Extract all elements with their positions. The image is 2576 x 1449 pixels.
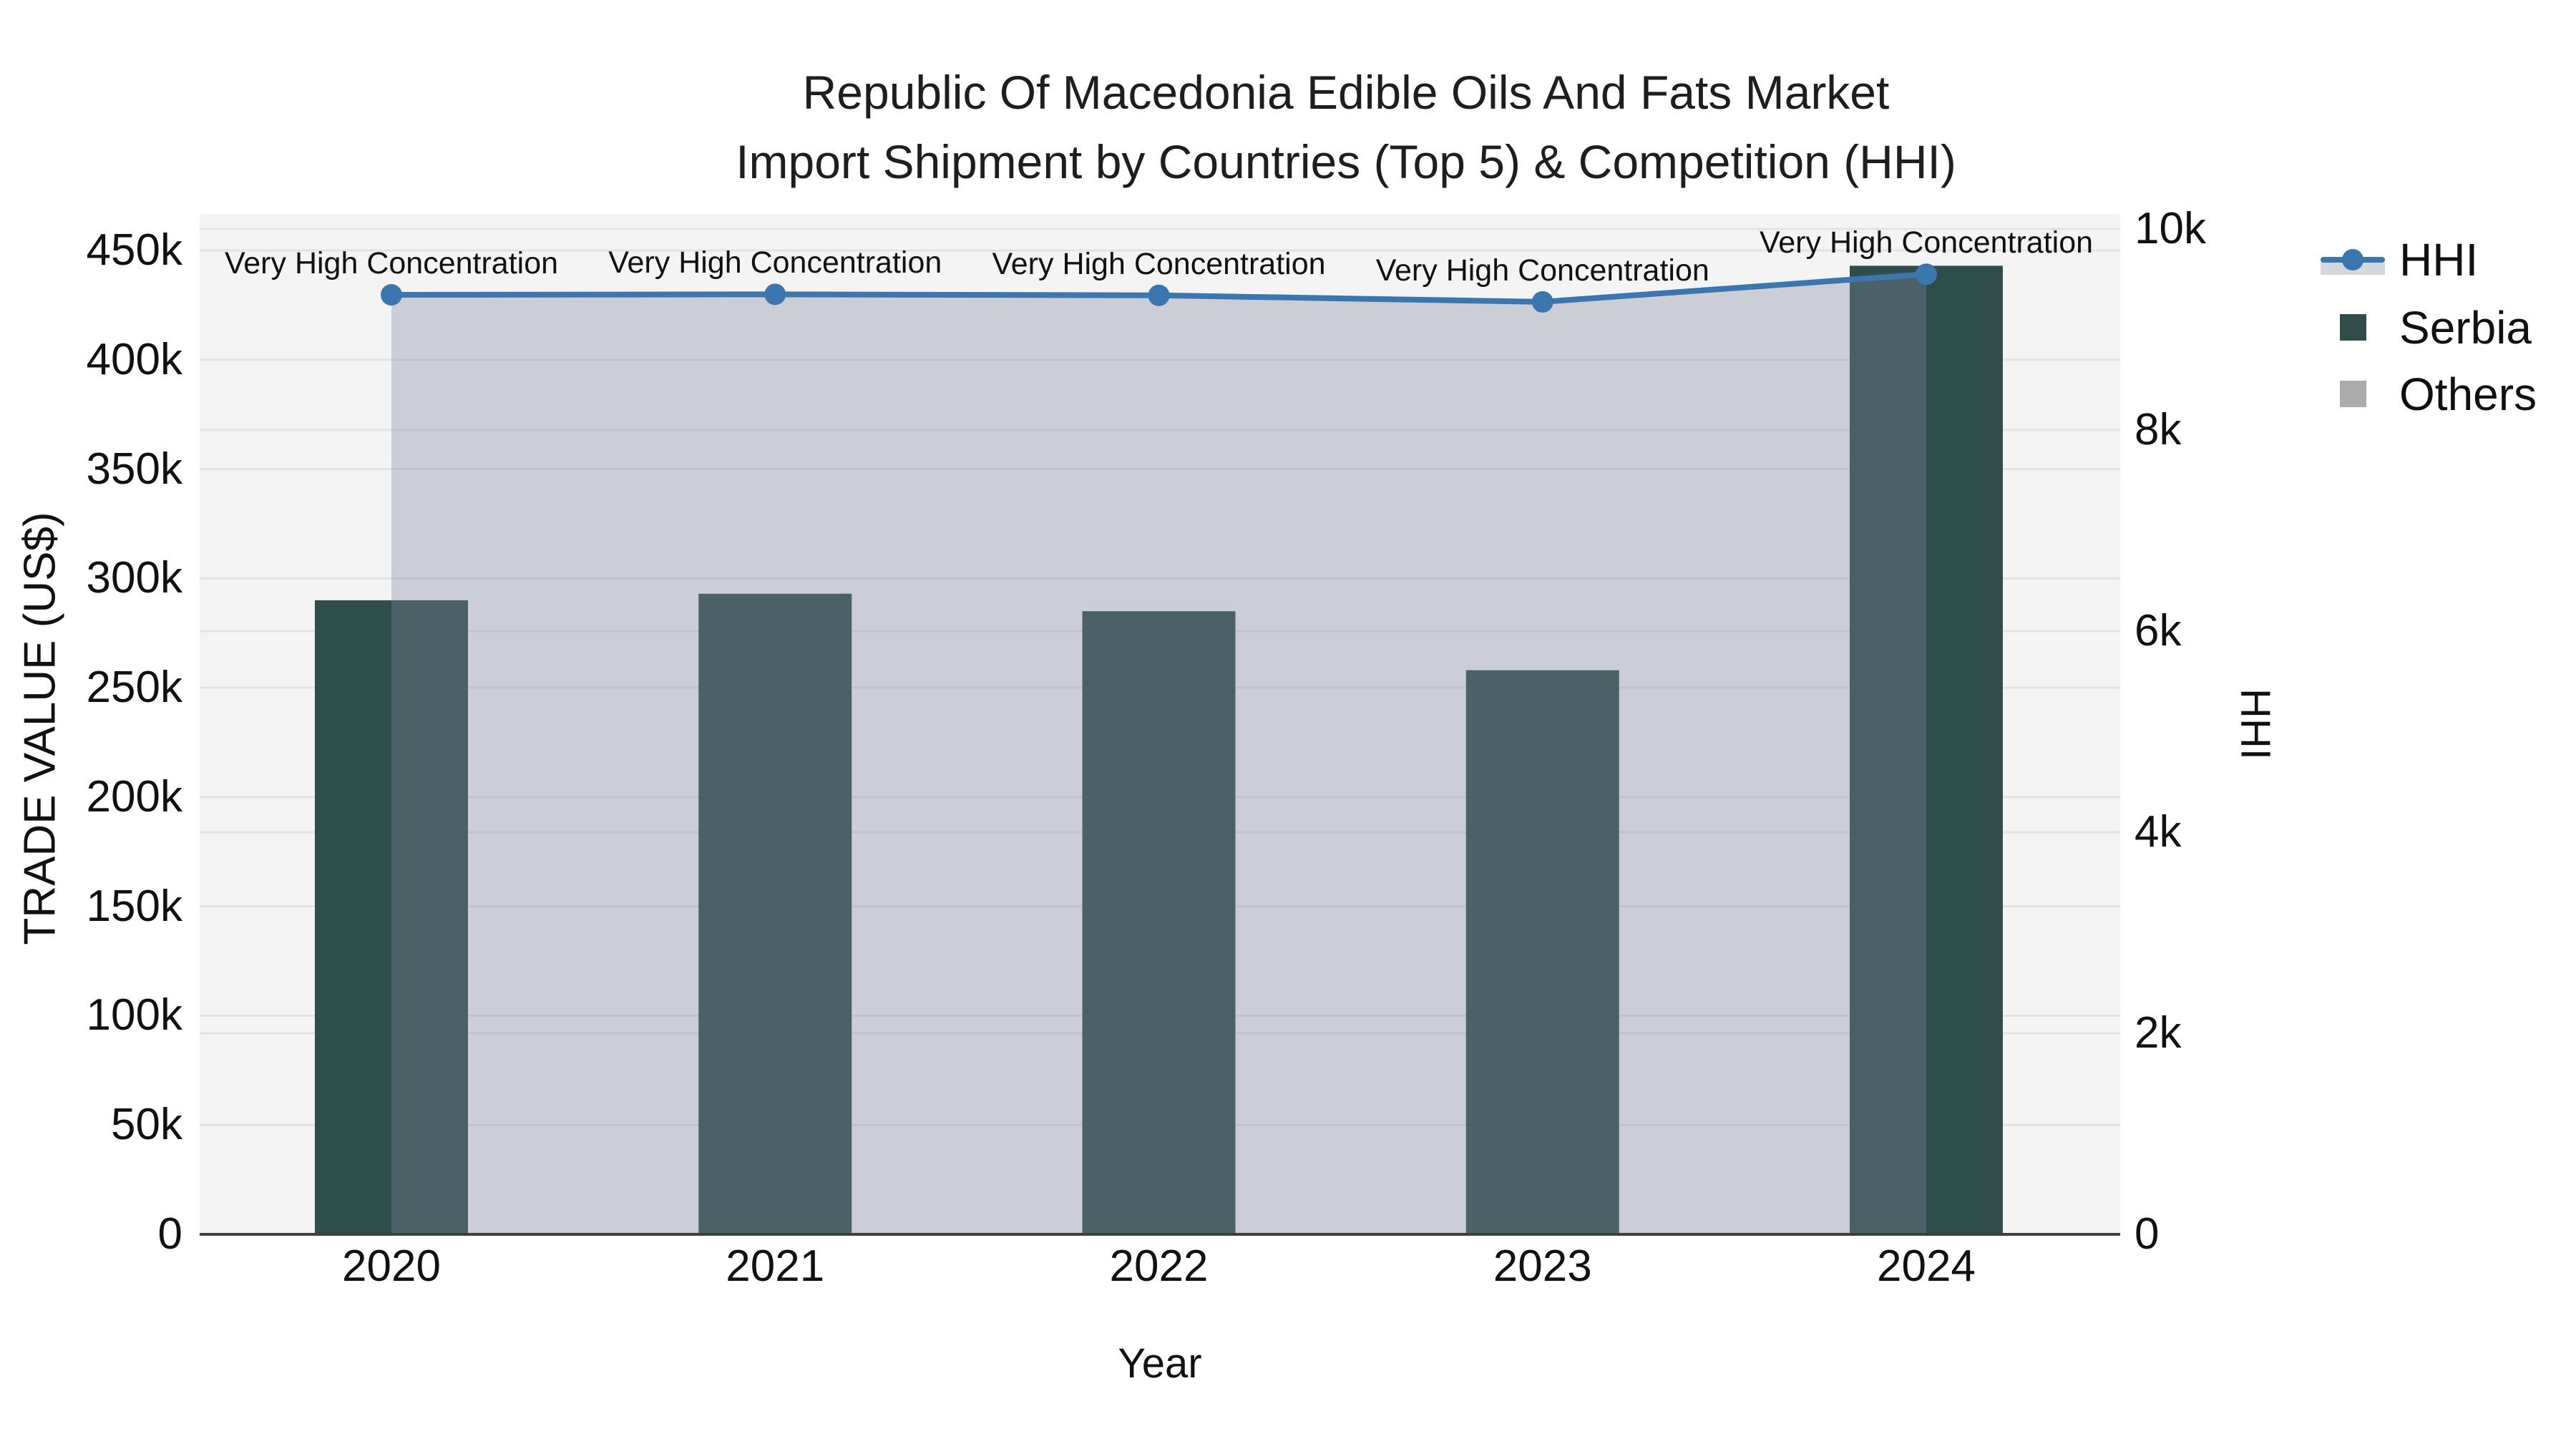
left-tick-400k: 400k	[86, 334, 182, 384]
hhi-annotation-2020: Very High Concentration	[224, 246, 559, 281]
serbia-legend-swatch-icon	[2321, 301, 2385, 354]
x-tick-2022: 2022	[1109, 1241, 1209, 1291]
hhi-point-2022[interactable]	[1148, 284, 1170, 306]
serbia-bar-2023[interactable]	[1465, 670, 1619, 1234]
serbia-bar-2022[interactable]	[1082, 611, 1236, 1234]
right-tick-4k: 4k	[2135, 807, 2182, 857]
legend-item-serbia[interactable]: Serbia	[2321, 301, 2532, 354]
hhi-point-2020[interactable]	[381, 284, 402, 306]
left-tick-350k: 350k	[86, 444, 182, 494]
left-axis-title: TRADE VALUE (US$)	[15, 512, 65, 945]
left-tick-150k: 150k	[86, 881, 182, 931]
hhi-point-2021[interactable]	[764, 283, 786, 306]
serbia-legend-swatch	[2340, 314, 2366, 341]
left-tick-0: 0	[157, 1209, 182, 1259]
hhi-point-2023[interactable]	[1531, 291, 1553, 313]
legend-item-hhi[interactable]: HHI	[2321, 233, 2478, 286]
left-tick-200k: 200k	[86, 771, 182, 821]
serbia-bar-2021[interactable]	[698, 593, 852, 1234]
left-tick-300k: 300k	[86, 553, 182, 603]
x-tick-2020: 2020	[342, 1241, 441, 1291]
hhi-legend-marker	[2342, 249, 2363, 270]
serbia-bar-2024[interactable]	[1850, 265, 2003, 1234]
legend-item-others[interactable]: Others	[2321, 368, 2537, 421]
hhi-legend-line-icon	[2321, 233, 2385, 286]
legend-label-serbia: Serbia	[2399, 302, 2532, 353]
others-legend-swatch	[2340, 381, 2366, 407]
others-legend-swatch-icon	[2321, 368, 2385, 421]
right-tick-8k: 8k	[2135, 405, 2182, 454]
x-tick-2021: 2021	[726, 1241, 825, 1291]
hhi-annotation-2021: Very High Concentration	[608, 245, 942, 280]
left-tick-100k: 100k	[86, 990, 182, 1040]
right-tick-6k: 6k	[2135, 606, 2182, 655]
right-tick-2k: 2k	[2135, 1008, 2182, 1058]
hhi-annotation-2024: Very High Concentration	[1759, 225, 2094, 260]
left-tick-250k: 250k	[86, 663, 182, 713]
left-tick-50k: 50k	[111, 1100, 182, 1150]
hhi-annotation-2022: Very High Concentration	[992, 246, 1326, 281]
legend-label-others: Others	[2399, 369, 2537, 420]
legend-label-hhi: HHI	[2399, 234, 2479, 286]
x-tick-2023: 2023	[1493, 1241, 1592, 1291]
serbia-bar-2020[interactable]	[315, 600, 468, 1234]
hhi-point-2024[interactable]	[1916, 263, 1937, 286]
chart-title-line2: Import Shipment by Countries (Top 5) & C…	[736, 135, 1956, 188]
right-axis-title: HHI	[2232, 688, 2279, 760]
left-tick-450k: 450k	[86, 225, 182, 275]
right-tick-10k: 10k	[2135, 204, 2206, 253]
others-area[interactable]	[391, 274, 1926, 1235]
hhi-annotation-2023: Very High Concentration	[1375, 253, 1709, 288]
right-tick-0: 0	[2135, 1209, 2160, 1259]
chart-title-line1: Republic Of Macedonia Edible Oils And Fa…	[802, 66, 1890, 119]
x-axis-title: Year	[1118, 1340, 1202, 1387]
x-tick-2024: 2024	[1877, 1241, 1976, 1291]
